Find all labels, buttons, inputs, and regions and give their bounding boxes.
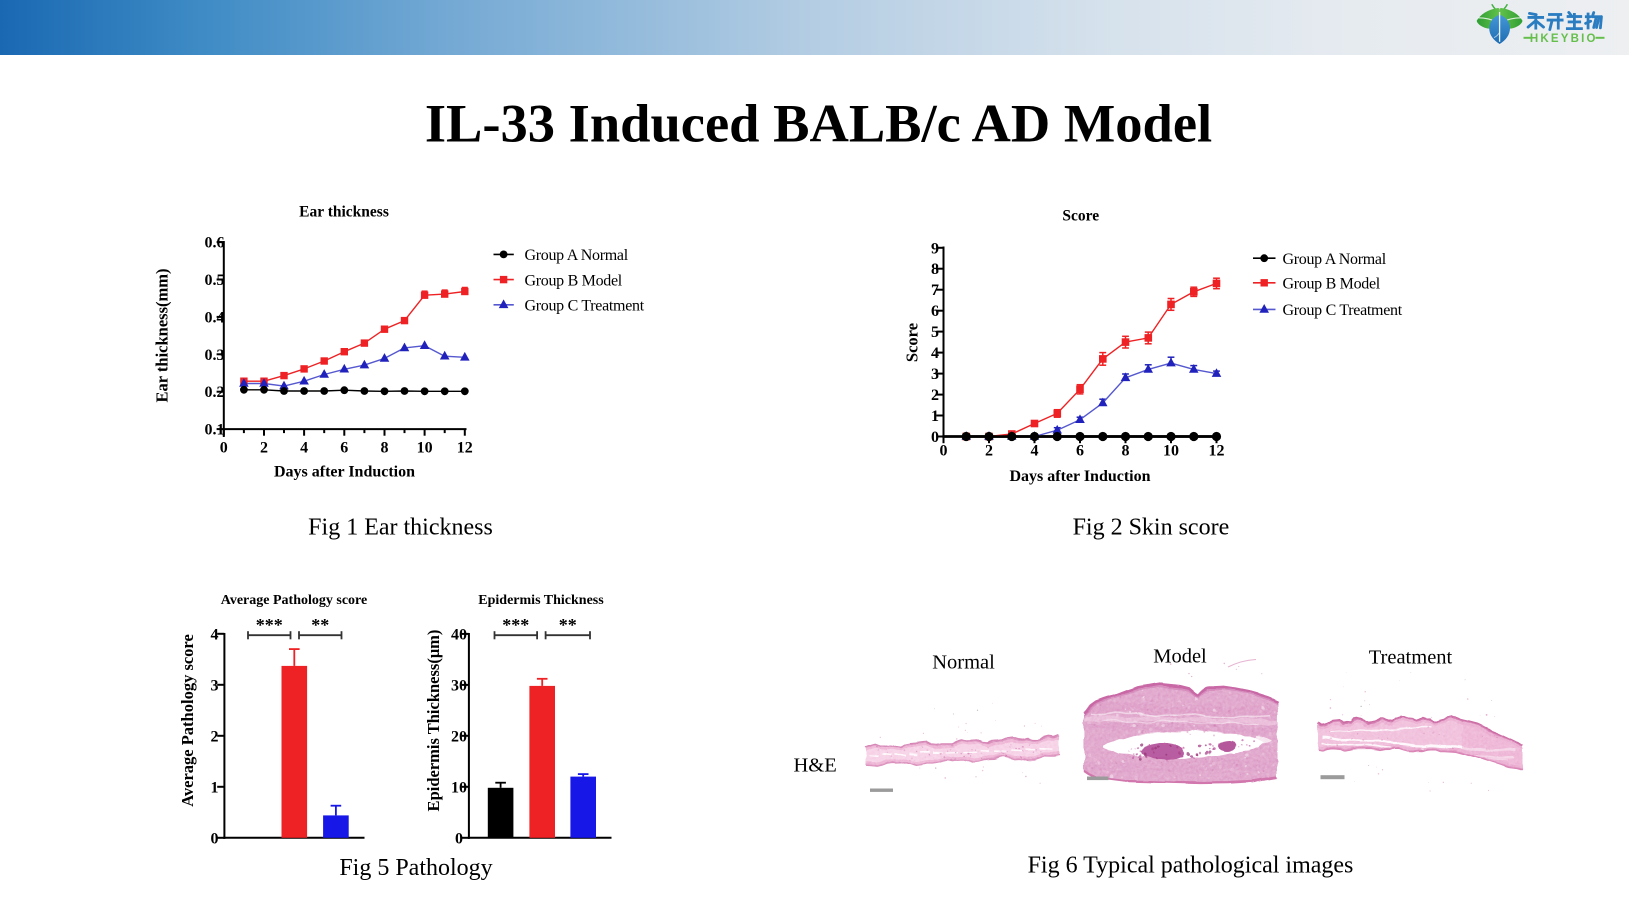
svg-text:Ear thickness(mm): Ear thickness(mm) [153, 269, 172, 403]
svg-text:Fig 5 Pathology: Fig 5 Pathology [339, 855, 492, 881]
svg-text:6: 6 [1076, 442, 1084, 459]
svg-text:Score: Score [903, 323, 922, 362]
svg-text:2: 2 [260, 439, 268, 456]
svg-text:0.6: 0.6 [205, 235, 225, 252]
svg-text:2: 2 [985, 442, 993, 459]
svg-text:Days after Induction: Days after Induction [1009, 468, 1150, 485]
svg-text:HKEYBIO: HKEYBIO [1530, 33, 1598, 45]
svg-text:Group A Normal: Group A Normal [525, 247, 629, 264]
svg-text:Group C Treatment: Group C Treatment [1283, 302, 1403, 319]
svg-text:4: 4 [1031, 442, 1039, 459]
svg-text:**: ** [311, 615, 329, 635]
svg-text:Epidermis Thickness: Epidermis Thickness [478, 593, 604, 608]
svg-text:0.3: 0.3 [205, 347, 225, 364]
svg-text:0: 0 [211, 830, 219, 847]
svg-text:2: 2 [931, 387, 939, 404]
svg-text:Group A Normal: Group A Normal [1283, 251, 1387, 268]
svg-text:12: 12 [457, 439, 473, 456]
svg-text:8: 8 [381, 439, 389, 456]
svg-text:0: 0 [455, 830, 463, 847]
svg-text:9: 9 [931, 240, 939, 257]
svg-text:Score: Score [1062, 208, 1099, 225]
svg-text:8: 8 [1122, 442, 1130, 459]
svg-text:3: 3 [211, 677, 219, 694]
svg-text:0.1: 0.1 [205, 422, 225, 439]
svg-text:Average Pathology score: Average Pathology score [221, 593, 367, 608]
svg-text:0.4: 0.4 [205, 309, 225, 326]
svg-text:7: 7 [931, 282, 939, 299]
svg-text:Normal: Normal [932, 652, 995, 674]
svg-text:1: 1 [931, 408, 939, 425]
svg-text:Group C Treatment: Group C Treatment [525, 298, 645, 315]
svg-text:6: 6 [340, 439, 348, 456]
svg-text:Treatment: Treatment [1369, 647, 1453, 669]
svg-text:Days after Induction: Days after Induction [274, 464, 415, 481]
svg-text:Average Pathology score: Average Pathology score [178, 634, 197, 807]
svg-text:Fig 2 Skin score: Fig 2 Skin score [1073, 515, 1230, 541]
svg-text:10: 10 [451, 779, 467, 796]
svg-text:0.2: 0.2 [205, 384, 225, 401]
svg-text:4: 4 [300, 439, 308, 456]
svg-text:40: 40 [451, 626, 467, 643]
svg-text:30: 30 [451, 677, 467, 694]
svg-text:0: 0 [931, 429, 939, 446]
svg-text:Fig 1 Ear thickness: Fig 1 Ear thickness [308, 515, 493, 541]
svg-text:12: 12 [1209, 442, 1225, 459]
svg-text:***: *** [502, 615, 529, 635]
svg-text:Group B Model: Group B Model [1283, 276, 1381, 293]
svg-text:0: 0 [220, 439, 228, 456]
svg-text:4: 4 [211, 626, 219, 643]
svg-text:10: 10 [1163, 442, 1179, 459]
svg-text:0: 0 [940, 442, 948, 459]
svg-text:5: 5 [931, 324, 939, 341]
svg-text:3: 3 [931, 366, 939, 383]
svg-text:***: *** [256, 615, 283, 635]
svg-text:4: 4 [931, 345, 939, 362]
svg-text:20: 20 [451, 728, 467, 745]
svg-text:0.5: 0.5 [205, 272, 225, 289]
svg-text:10: 10 [417, 439, 433, 456]
svg-text:6: 6 [931, 303, 939, 320]
svg-text:H&E: H&E [794, 755, 837, 777]
svg-text:Ear thickness: Ear thickness [299, 204, 389, 221]
svg-text:**: ** [559, 615, 577, 635]
svg-text:Model: Model [1153, 646, 1207, 668]
svg-text:Fig 6 Typical pathological ima: Fig 6 Typical pathological images [1028, 853, 1354, 879]
svg-text:Epidermis Thickness(μm): Epidermis Thickness(μm) [424, 630, 443, 812]
svg-text:2: 2 [211, 728, 219, 745]
svg-text:1: 1 [211, 779, 219, 796]
svg-text:8: 8 [931, 261, 939, 278]
svg-text:Group B Model: Group B Model [525, 272, 623, 289]
svg-text:IL-33 Induced BALB/c AD Model: IL-33 Induced BALB/c AD Model [425, 93, 1212, 154]
